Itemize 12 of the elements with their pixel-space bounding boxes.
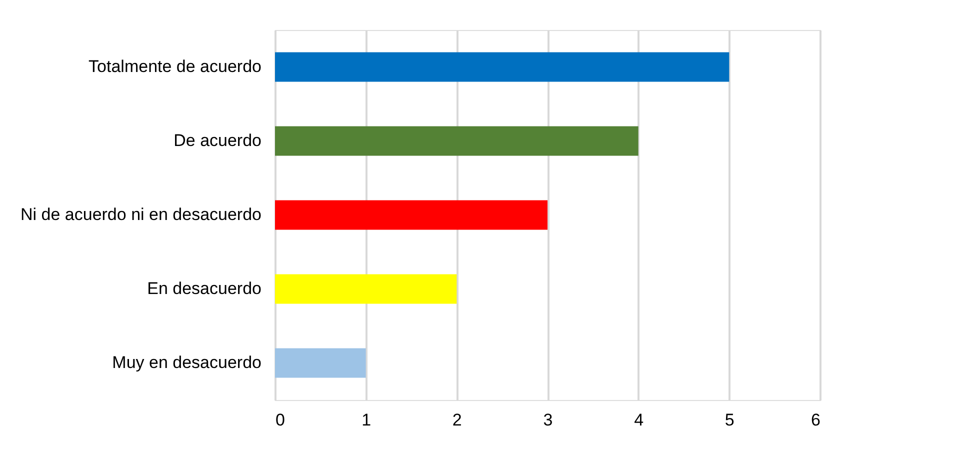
y-tick-label: Muy en desacuerdo (112, 353, 262, 372)
y-tick-label: Totalmente de acuerdo (88, 57, 262, 76)
x-tick-label: 5 (724, 410, 734, 430)
y-tick-label: Ni de acuerdo ni en desacuerdo (20, 205, 262, 224)
x-tick-label: 2 (452, 410, 462, 430)
y-tick-label: En desacuerdo (147, 279, 262, 298)
x-tick-label: 4 (634, 410, 644, 430)
x-tick-label: 3 (543, 410, 553, 430)
x-tick-label: 0 (276, 410, 285, 430)
x-tick-label: 1 (362, 410, 372, 430)
y-tick-label: De acuerdo (174, 131, 262, 150)
x-tick-label: 6 (811, 410, 820, 430)
